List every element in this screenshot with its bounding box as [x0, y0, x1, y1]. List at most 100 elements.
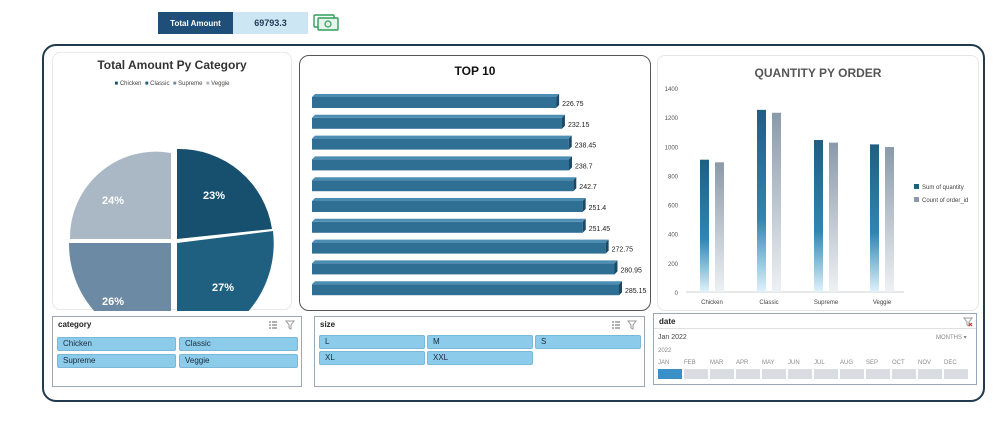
period-selector[interactable]: MONTHS ▾: [936, 334, 967, 341]
top10-bar-body: [312, 284, 619, 296]
bar-count-of-order-id: [715, 162, 724, 292]
kpi-value: 69793.3: [233, 12, 308, 34]
kpi-label: Total Amount: [158, 12, 233, 34]
pie-slice-supreme: [68, 243, 171, 311]
top10-bar-side: [619, 281, 622, 296]
top10-bar: 251.45: [312, 218, 610, 233]
top10-bar: 280.95: [312, 260, 642, 275]
x-category-label: Chicken: [701, 300, 723, 306]
top10-value-label: 242.7: [579, 184, 597, 191]
top10-bar-top: [312, 135, 572, 139]
month-bar[interactable]: [944, 369, 968, 379]
slicer-item-l[interactable]: L: [319, 335, 425, 349]
bar-sum-of-quantity: [700, 159, 709, 292]
top10-bar-side: [582, 218, 586, 233]
bar-count-of-order-id: [885, 147, 894, 292]
slicer-item-veggie[interactable]: Veggie: [179, 354, 298, 368]
slicer-item-chicken[interactable]: Chicken: [57, 337, 176, 351]
clear-filter-icon[interactable]: [285, 320, 295, 330]
top10-panel: TOP 10 226.75 232.15 238.45 238.7 242.7 251.4…: [299, 55, 651, 311]
month-bar[interactable]: [788, 369, 812, 379]
slicer-item-xl[interactable]: XL: [319, 351, 425, 365]
legend-label: Sum of quantity: [922, 185, 964, 191]
clear-filter-icon[interactable]: [963, 317, 973, 327]
clear-filter-icon[interactable]: [627, 320, 637, 330]
top10-value-label: 272.75: [612, 247, 634, 254]
size-slicer: size L M S XL XXL: [314, 316, 645, 387]
month-label[interactable]: FEB: [684, 360, 696, 366]
slicer-item-m[interactable]: M: [427, 335, 533, 349]
legend-label: Count of order_id: [922, 198, 968, 204]
month-label[interactable]: JUN: [788, 360, 800, 366]
pie-chart: 23% 27% 26% 24%: [68, 148, 274, 311]
pie-chart-panel: Total Amount Py Category ■ Chicken ■ Cla…: [52, 52, 292, 311]
month-label[interactable]: AUG: [840, 360, 854, 366]
month-label[interactable]: JAN: [658, 360, 670, 366]
pie-label: 23%: [203, 190, 225, 202]
top10-bar-top: [312, 94, 560, 97]
quantity-chart-panel: QUANTITY PY ORDER 1400 1200 1000 800 600 400 2…: [657, 55, 979, 311]
month-bar-selected[interactable]: [658, 369, 682, 379]
top10-bar-body: [312, 138, 569, 150]
pie-label: 26%: [102, 296, 124, 308]
top10-bar-top: [312, 114, 565, 118]
multi-select-icon[interactable]: [611, 320, 621, 330]
bar-sum-of-quantity: [870, 144, 879, 292]
pie-legend-item: Supreme: [178, 81, 203, 87]
top10-bar: 232.15: [312, 114, 590, 129]
top10-bar: 251.4: [312, 198, 606, 212]
month-bar[interactable]: [736, 369, 760, 379]
month-label[interactable]: MAR: [710, 360, 724, 366]
y-tick-label: 600: [668, 204, 679, 210]
month-bar[interactable]: [710, 369, 734, 379]
month-bar[interactable]: [918, 369, 942, 379]
top10-bar-body: [312, 180, 574, 192]
category-slicer: category Chicken Classic Supreme Veggie: [52, 316, 302, 387]
bar-count-of-order-id: [829, 142, 838, 292]
month-bar[interactable]: [814, 369, 838, 379]
month-label[interactable]: JUL: [814, 360, 825, 366]
pie-label: 24%: [102, 195, 124, 207]
month-bar[interactable]: [892, 369, 916, 379]
month-label[interactable]: OCT: [892, 360, 905, 366]
y-tick-label: 1400: [665, 87, 679, 93]
top10-bar-side: [568, 135, 572, 150]
top10-bar: 272.75: [312, 239, 634, 254]
month-bar[interactable]: [840, 369, 864, 379]
month-label[interactable]: SEP: [866, 360, 879, 366]
month-bar[interactable]: [866, 369, 890, 379]
top10-bar-body: [312, 159, 569, 171]
top10-value-label: 238.7: [575, 163, 593, 170]
month-bar[interactable]: [762, 369, 786, 379]
month-label[interactable]: MAY: [762, 360, 775, 366]
legend-swatch: [914, 184, 919, 189]
slicer-item-s[interactable]: S: [535, 335, 641, 349]
multi-select-icon[interactable]: [268, 320, 278, 330]
month-label[interactable]: NOV: [918, 360, 932, 366]
top10-bar: 285.15: [312, 281, 647, 296]
top10-value-label: 226.75: [562, 101, 584, 108]
slicer-item-xxl[interactable]: XXL: [427, 351, 533, 365]
top10-bar-side: [556, 94, 560, 108]
top10-bar-top: [312, 218, 586, 222]
slicer-item-supreme[interactable]: Supreme: [57, 354, 176, 368]
month-label[interactable]: DEC: [944, 360, 957, 366]
top10-bar-body: [312, 117, 562, 129]
top10-bar-side: [582, 198, 586, 212]
bar-sum-of-quantity: [757, 109, 766, 292]
money-icon: [313, 14, 339, 31]
top10-value-label: 232.15: [568, 122, 590, 129]
month-label[interactable]: APR: [736, 360, 749, 366]
month-bar[interactable]: [684, 369, 708, 379]
x-category-label: Supreme: [814, 300, 839, 306]
top10-bar: 226.75: [312, 94, 584, 108]
quantity-chart: 1400 1200 1000 800 600 400 200 0 Chicken Classic S…: [665, 87, 969, 306]
date-range-label: Jan 2022: [658, 334, 687, 341]
slicer-item-classic[interactable]: Classic: [179, 337, 298, 351]
top10-bar-side: [614, 260, 618, 275]
top10-value-label: 238.45: [575, 143, 597, 150]
top10-bar-body: [312, 221, 583, 233]
top10-bar-side: [561, 114, 565, 129]
top10-bar-top: [312, 156, 572, 160]
pie-legend-item: Veggie: [211, 81, 230, 87]
